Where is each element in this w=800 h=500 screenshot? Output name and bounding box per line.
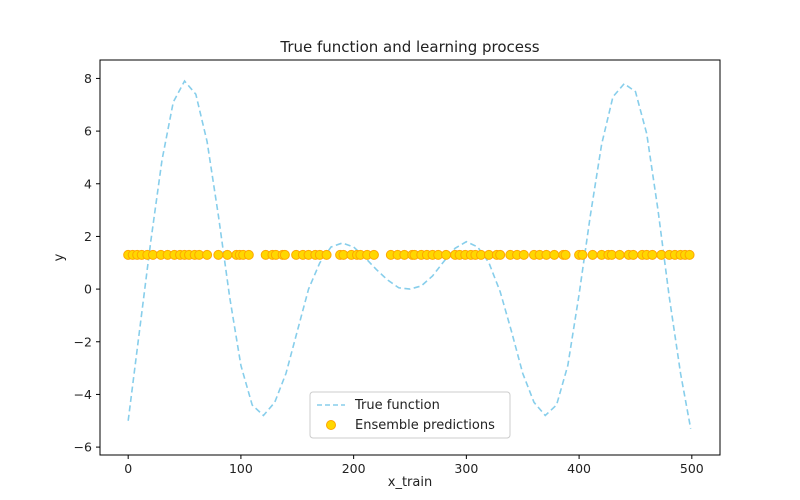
x-tick-label: 400 (567, 461, 591, 476)
ensemble-prediction-point (213, 249, 224, 260)
x-tick-label: 0 (124, 461, 132, 476)
ensemble-prediction-point (549, 249, 560, 260)
ensemble-prediction-point (495, 249, 506, 260)
ensemble-prediction-point (577, 249, 588, 260)
ensemble-prediction-point (587, 249, 598, 260)
ensemble-prediction-point (222, 249, 233, 260)
ensemble-prediction-point (243, 249, 254, 260)
legend-box (309, 391, 511, 439)
x-axis-ticks: 0 100 200 300 400 500 (124, 455, 704, 476)
y-axis-label: y (52, 253, 67, 261)
y-tick-label: 0 (84, 282, 92, 297)
plot-area-frame (99, 59, 721, 456)
y-tick-label: −6 (74, 440, 92, 455)
ensemble-prediction-point (684, 249, 695, 260)
ensemble-prediction-point (614, 249, 625, 260)
y-tick-label: −2 (74, 334, 92, 349)
ensemble-prediction-point (202, 249, 213, 260)
y-tick-label: 4 (84, 176, 92, 191)
y-tick-label: 6 (84, 124, 92, 139)
legend: True function Ensemble predictions (309, 391, 511, 439)
ensemble-prediction-point (321, 249, 332, 260)
y-tick-label: 2 (84, 229, 92, 244)
x-tick-label: 300 (454, 461, 478, 476)
legend-true-function-label: True function (354, 398, 440, 413)
legend-ensemble-predictions-label: Ensemble predictions (355, 418, 495, 433)
y-axis-ticks: −6 −4 −2 0 2 4 6 8 (74, 71, 100, 455)
ensemble-prediction-point (647, 249, 658, 260)
chart-title: True function and learning process (279, 38, 539, 56)
x-tick-label: 500 (680, 461, 704, 476)
ensemble-prediction-point (279, 249, 290, 260)
true-function-line (127, 79, 692, 429)
ensemble-prediction-point (628, 249, 639, 260)
x-axis-label: x_train (388, 475, 432, 490)
x-tick-label: 100 (229, 461, 253, 476)
ensemble-prediction-point (441, 249, 452, 260)
ensemble-prediction-point (368, 249, 379, 260)
ensemble-prediction-point (560, 249, 571, 260)
x-tick-label: 200 (342, 461, 366, 476)
legend-ensemble-predictions-swatch (326, 420, 336, 430)
ensemble-prediction-point (518, 249, 529, 260)
y-tick-label: −4 (74, 387, 92, 402)
y-tick-label: 8 (84, 71, 92, 86)
